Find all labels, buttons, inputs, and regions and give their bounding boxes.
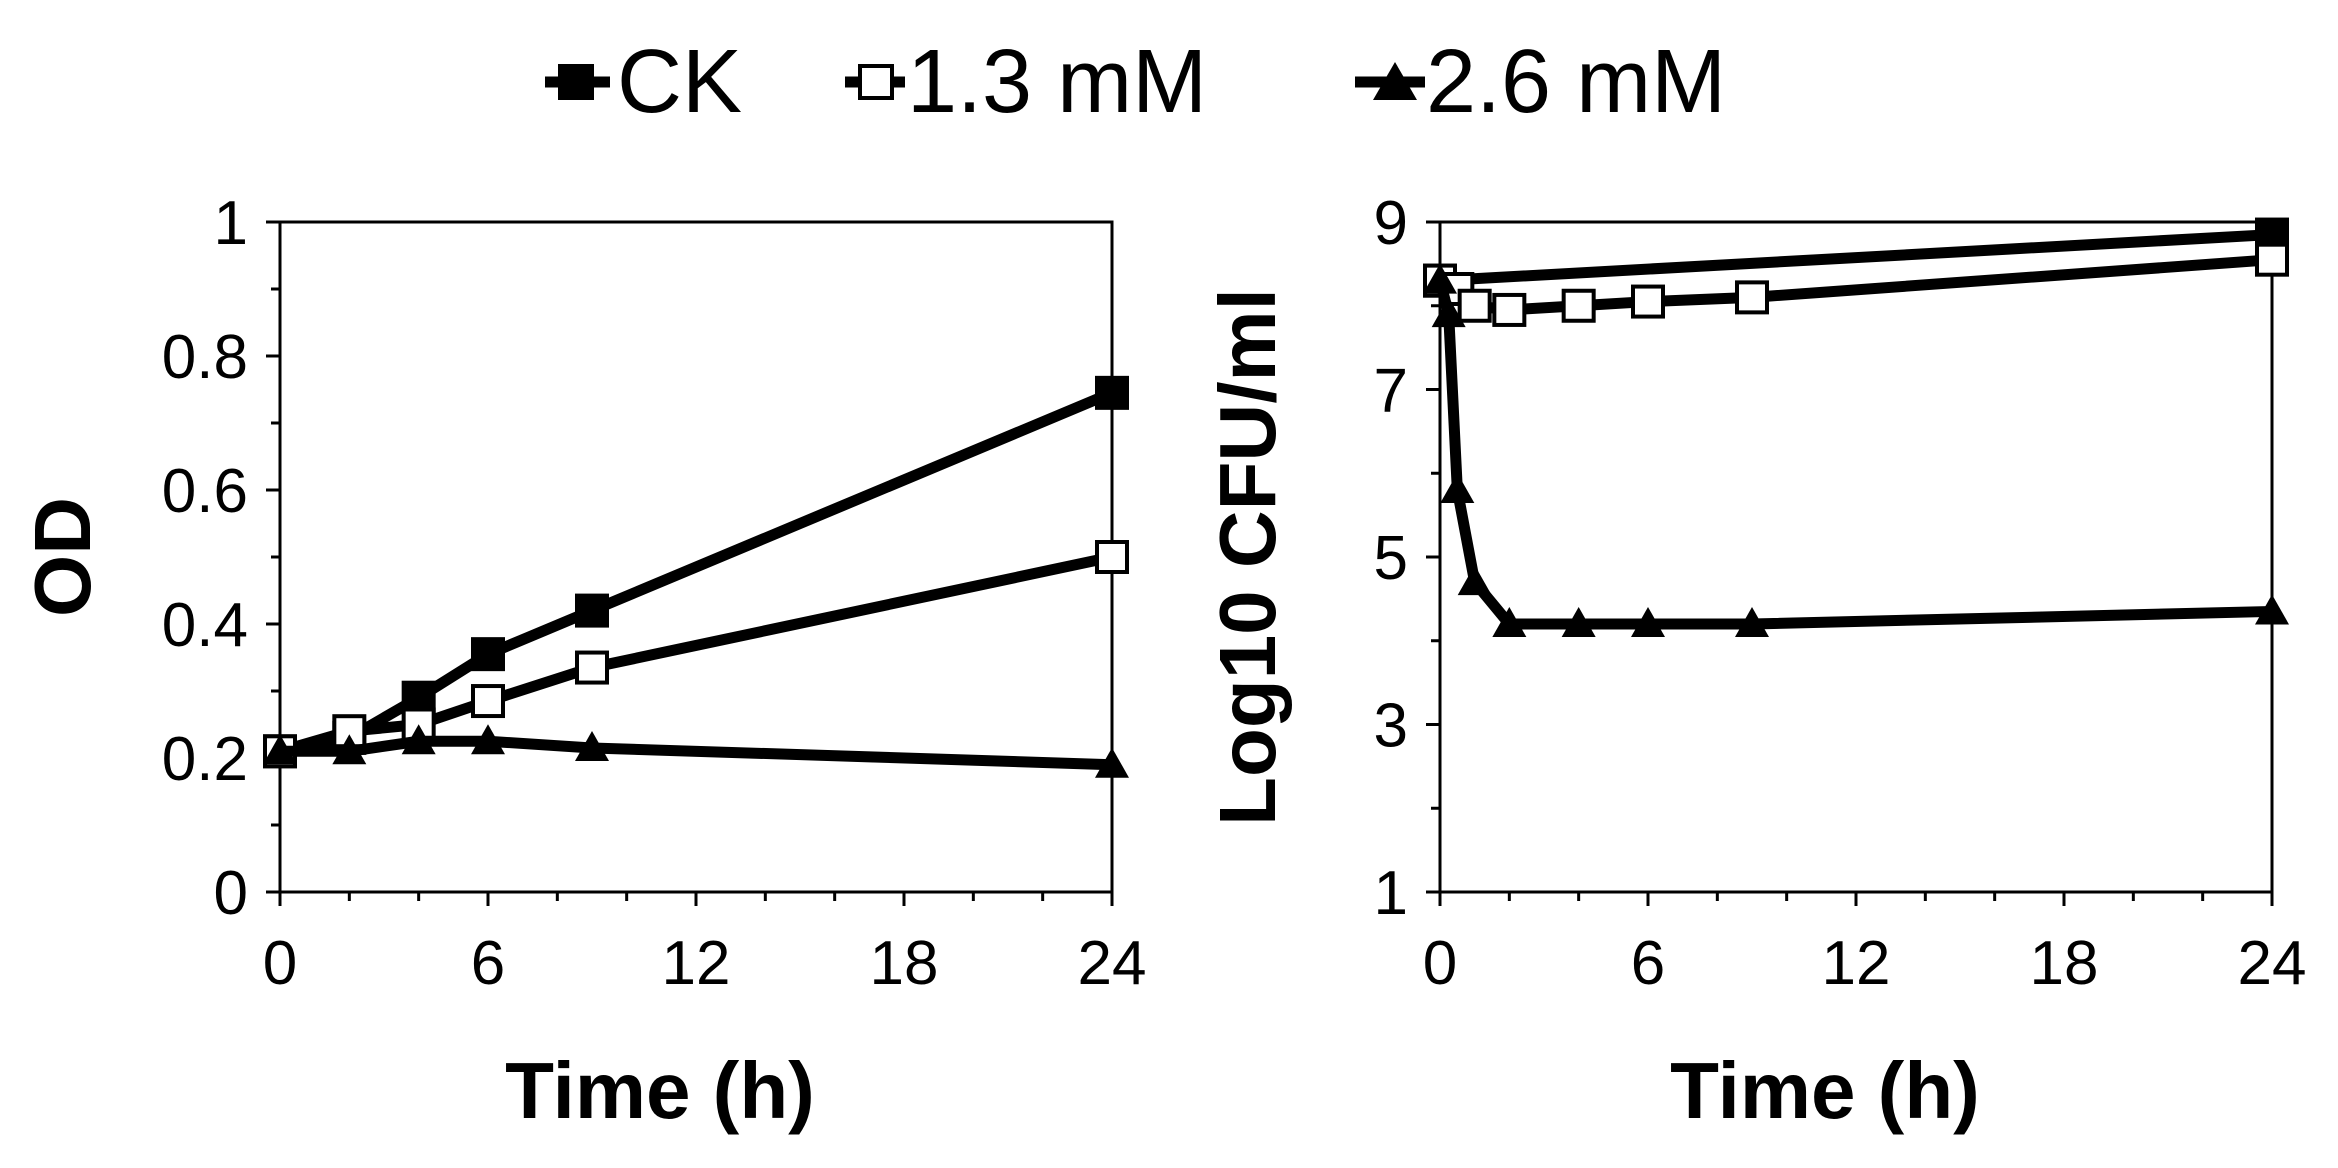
y-tick-label: 0.2 xyxy=(162,725,248,794)
legend-label-2-6mm: 2.6 mM xyxy=(1426,32,1726,132)
y-tick-label: 0.8 xyxy=(162,323,248,392)
data-point-1-3-mm xyxy=(1631,284,1665,319)
legend-label-ck: CK xyxy=(617,32,742,132)
x-axis-title: Time (h) xyxy=(505,1046,815,1135)
x-tick-label: 24 xyxy=(2238,929,2307,998)
y-tick-label: 1 xyxy=(1374,859,1408,928)
x-tick-label: 6 xyxy=(471,929,505,998)
legend-marker-1-3mm xyxy=(858,64,894,100)
x-tick-label: 12 xyxy=(662,929,731,998)
plot-area-frame xyxy=(278,220,1114,894)
data-point-2-6-mm xyxy=(1423,263,1457,294)
data-point-2-6-mm xyxy=(1457,565,1492,596)
data-point-2-6-mm xyxy=(1492,607,1527,637)
legend: CK 1.3 mM 2.6 mM xyxy=(545,32,1726,132)
data-point-1-3-mm xyxy=(1457,288,1492,323)
x-tick-label: 24 xyxy=(1078,929,1147,998)
data-point-2-6-mm xyxy=(1631,607,1665,637)
data-point-1-3-mm xyxy=(1561,288,1596,323)
series-ck xyxy=(263,375,1129,769)
y-tick-label: 0 xyxy=(214,859,248,928)
y-axis-title: Log10 CFU/ml xyxy=(1203,288,1292,826)
data-point-2-6-mm xyxy=(1561,607,1596,637)
series-line-2-6-mm xyxy=(280,735,1113,771)
data-point-1-3-mm xyxy=(575,650,609,685)
chart-panel-od: 0 6 12 18 24 0 0.2 0.4 0.6 0.8 1 Time (h) OD xyxy=(18,189,1146,1135)
data-point-2-6-mm xyxy=(1431,297,1466,328)
series-2-6-mm xyxy=(263,724,1129,778)
data-point-ck xyxy=(575,593,609,628)
data-point-1-3-mm xyxy=(471,684,505,719)
legend-item-ck: CK xyxy=(545,32,742,132)
data-point-2-6-mm xyxy=(263,734,297,765)
legend-marker-ck xyxy=(558,64,594,100)
x-tick-label: 0 xyxy=(263,929,297,998)
series-1-3-mm xyxy=(263,540,1129,769)
x-tick-label: 18 xyxy=(2030,929,2099,998)
series-ck xyxy=(1423,217,2289,298)
series-1-3-mm xyxy=(1423,242,2289,327)
series-line-2-6-mm xyxy=(1434,279,2273,630)
data-point-2-6-mm xyxy=(332,734,367,765)
data-point-2-6-mm xyxy=(1735,607,1769,637)
y-tick-label: 3 xyxy=(1374,692,1408,761)
x-tick-label: 18 xyxy=(870,929,939,998)
x-tick-label: 6 xyxy=(1631,929,1665,998)
y-axis-title: OD xyxy=(18,497,107,617)
data-point-2-6-mm xyxy=(1095,747,1129,778)
data-point-1-3-mm xyxy=(2255,242,2289,277)
data-point-2-6-mm xyxy=(575,730,609,761)
data-point-2-6-mm xyxy=(401,724,436,755)
chart-panel-cfu: 0 6 12 18 24 1 3 5 7 9 Time (h) Log10 CFU/ml xyxy=(1203,189,2306,1135)
legend-label-1-3mm: 1.3 mM xyxy=(907,32,1207,132)
data-point-2-6-mm xyxy=(2255,594,2289,625)
data-point-1-3-mm xyxy=(1492,292,1527,327)
data-point-1-3-mm xyxy=(1095,540,1129,574)
data-point-2-6-mm xyxy=(1440,473,1475,503)
y-tick-label: 1 xyxy=(214,189,248,258)
series-line-ck xyxy=(1439,229,2273,287)
x-axis-title: Time (h) xyxy=(1670,1046,1980,1135)
y-tick-label: 5 xyxy=(1374,524,1408,593)
y-tick-label: 0.6 xyxy=(162,457,248,526)
legend-item-2-6mm: 2.6 mM xyxy=(1355,32,1726,132)
data-point-1-3-mm xyxy=(1735,280,1769,315)
y-tick-label: 0.4 xyxy=(162,591,248,660)
data-point-ck xyxy=(471,637,505,672)
y-tick-label: 7 xyxy=(1374,357,1408,426)
legend-item-1-3mm: 1.3 mM xyxy=(845,32,1207,132)
x-tick-label: 0 xyxy=(1423,929,1457,998)
data-point-2-6-mm xyxy=(471,724,505,755)
x-tick-label: 12 xyxy=(1822,929,1891,998)
series-2-6-mm xyxy=(1423,263,2289,637)
y-tick-label: 9 xyxy=(1374,189,1408,258)
legend-marker-2-6mm xyxy=(1373,62,1417,100)
data-point-ck xyxy=(1095,375,1129,410)
